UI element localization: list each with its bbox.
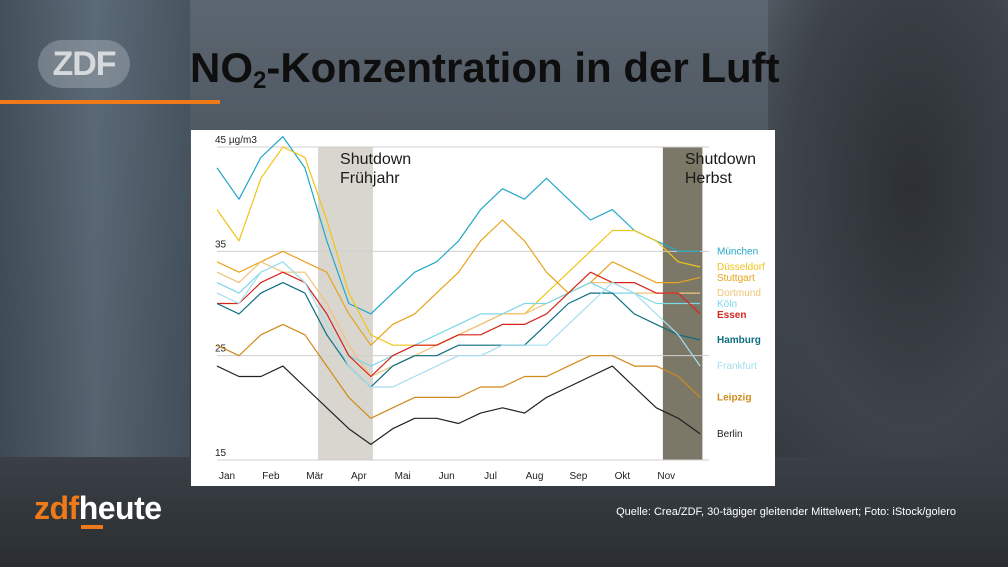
series-label-hamburg: Hamburg	[717, 335, 761, 346]
title-after: -Konzentration in der Luft	[266, 44, 780, 91]
brand-zdf: zdf	[34, 490, 79, 526]
orange-accent-rule	[0, 100, 220, 104]
x-tick-label-8: Sep	[570, 471, 588, 482]
y-tick-label-0: 45 µg/m3	[215, 135, 257, 146]
x-tick-label-2: Mär	[306, 471, 324, 482]
shutdown-label-0-line2: Frühjahr	[340, 170, 400, 187]
background-building	[0, 0, 190, 470]
x-tick-label-3: Apr	[351, 471, 367, 482]
shutdown-label-1-line2: Herbst	[685, 170, 733, 187]
series-label-frankfurt: Frankfurt	[717, 361, 757, 372]
series-line-köln	[216, 261, 701, 367]
y-tick-label-1: 35	[215, 239, 227, 250]
x-tick-label-7: Aug	[526, 471, 544, 482]
series-label-berlin: Berlin	[717, 429, 743, 440]
zdfheute-logo: zdfheute	[34, 490, 162, 527]
background-tree	[768, 0, 1008, 470]
series-line-hamburg	[216, 282, 701, 388]
page-title: NO2-Konzentration in der Luft	[190, 44, 780, 95]
shutdown-label-1-line1: Shutdown	[685, 151, 756, 168]
source-caption: Quelle: Crea/ZDF, 30-tägiger gleitender …	[616, 506, 956, 518]
x-tick-label-5: Jun	[439, 471, 455, 482]
y-tick-label-3: 15	[215, 448, 227, 459]
series-label-stuttgart: Stuttgart	[717, 273, 755, 284]
series-line-stuttgart	[216, 219, 701, 346]
x-tick-label-0: Jan	[219, 471, 235, 482]
y-tick-label-2: 25	[215, 344, 227, 355]
brand-heute: heute	[78, 490, 162, 526]
series-label-düsseldorf: Düsseldorf	[717, 262, 765, 273]
series-label-münchen: München	[717, 246, 758, 257]
title-before: NO	[190, 44, 253, 91]
series-line-düsseldorf	[216, 146, 701, 346]
x-tick-label-6: Jul	[484, 471, 497, 482]
series-line-frankfurt	[216, 261, 701, 388]
line-chart: 45 µg/m3 35 25 15 Jan Feb Mär Apr Mai Jun Jul Aug Se…	[215, 135, 765, 482]
series-line-essen	[217, 271, 701, 378]
series-label-essen: Essen	[717, 310, 746, 321]
zdf-logo: ZDF	[38, 40, 130, 88]
series-label-köln: Köln	[717, 299, 737, 310]
series-line-leipzig	[216, 323, 701, 419]
series-line-dortmund	[216, 261, 701, 378]
x-tick-label-9: Okt	[615, 471, 631, 482]
x-tick-label-4: Mai	[395, 471, 411, 482]
chart-card: 45 µg/m3 35 25 15 Jan Feb Mär Apr Mai Jun Jul Aug Se…	[191, 130, 775, 486]
series-label-dortmund: Dortmund	[717, 288, 761, 299]
title-subscript: 2	[253, 67, 267, 94]
series-line-berlin	[216, 365, 701, 445]
shutdown-label-0-line1: Shutdown	[340, 151, 411, 168]
x-tick-label-1: Feb	[262, 471, 280, 482]
series-label-leipzig: Leipzig	[717, 392, 751, 403]
series-line-münchen	[216, 136, 701, 315]
x-tick-label-10: Nov	[657, 471, 675, 482]
